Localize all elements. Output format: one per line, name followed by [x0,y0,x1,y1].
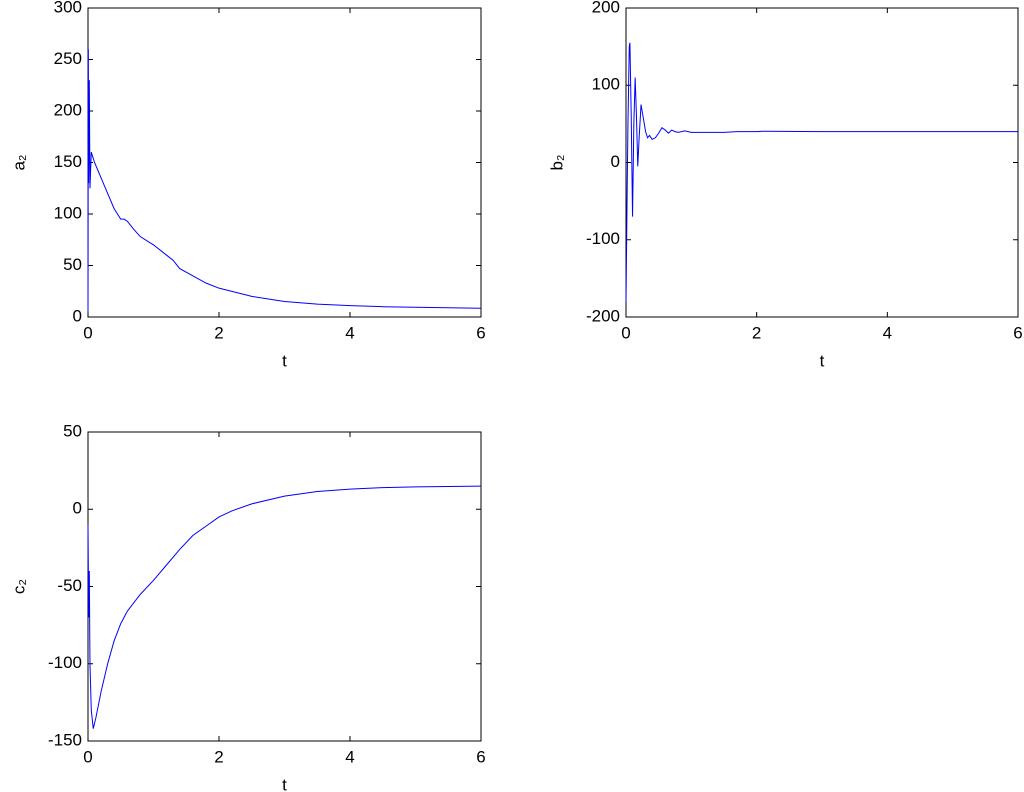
subplot: 0 2 4 6 -200 -100 0 100 200 t b₂ [547,0,1022,370]
x-axis-label: t [282,351,287,370]
data-line [87,49,482,312]
y-axis-label: a₂ [9,154,28,170]
x-tick-label: 6 [476,747,485,766]
subplot: 0 2 4 6 0 50 100 150 200 250 300 t a₂ [9,0,485,370]
y-tick-label: 150 [54,152,82,171]
y-tick-label: 200 [54,100,82,119]
x-tick-label: 2 [752,323,761,342]
y-tick-label: -100 [586,229,620,248]
x-tick-label: 4 [345,747,354,766]
x-tick-label: 6 [1013,323,1022,342]
y-tick-label: 50 [63,255,82,274]
x-tick-label: 4 [345,323,354,342]
y-tick-label: 300 [54,0,82,16]
y-tick-label: 100 [54,203,82,222]
x-tick-label: 0 [83,323,92,342]
y-tick-label: -50 [57,576,82,595]
x-tick-label: 2 [214,323,223,342]
y-tick-label: 250 [54,49,82,68]
x-tick-label: 2 [214,747,223,766]
y-tick-label: 0 [73,306,82,325]
y-tick-label: -100 [48,653,82,672]
subplot: 0 2 4 6 -150 -100 -50 0 50 t c₂ [9,421,485,792]
data-line [625,42,1018,302]
x-tick-label: 0 [83,747,92,766]
y-tick-label: -200 [586,306,620,325]
y-tick-label: 100 [592,75,620,94]
plot-frame [625,7,1019,318]
x-tick-label: 0 [621,323,630,342]
plot-frame [87,431,482,742]
y-tick-label: 200 [592,0,620,16]
x-axis-label: t [282,775,287,792]
y-tick-label: 0 [73,499,82,518]
x-tick-label: 4 [883,323,892,342]
y-tick-label: 50 [63,421,82,440]
y-tick-label: 0 [611,152,620,171]
x-axis-label: t [820,351,825,370]
y-axis-label: c₂ [9,579,28,594]
y-axis-label: b₂ [547,154,566,170]
plot-frame [87,7,482,318]
y-tick-label: -150 [48,730,82,749]
data-line [87,485,482,729]
x-tick-label: 6 [476,323,485,342]
